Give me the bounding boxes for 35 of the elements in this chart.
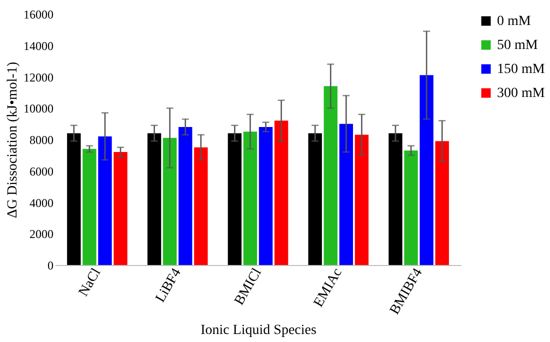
legend-label: 50 mM [497, 38, 538, 53]
bar [67, 133, 81, 265]
bar [147, 133, 162, 265]
bar [274, 120, 288, 265]
bar [243, 132, 258, 265]
bar [194, 147, 208, 265]
bar [114, 152, 128, 265]
bar [339, 124, 354, 265]
bar [178, 126, 192, 265]
bar [228, 133, 242, 265]
y-tick-label: 6000 [30, 164, 54, 178]
y-tick-label: 16000 [24, 8, 54, 22]
y-tick-label: 0 [48, 258, 54, 272]
y-tick-label: 14000 [24, 38, 54, 53]
bar [98, 136, 112, 265]
y-tick-label: 10000 [24, 102, 54, 116]
bar [324, 86, 338, 265]
bar [435, 141, 449, 265]
bar [404, 150, 418, 265]
legend-label: 300 mM [497, 86, 546, 101]
bar [162, 138, 177, 265]
y-tick-label: 12000 [24, 70, 54, 84]
bar [388, 133, 402, 265]
x-axis-title: Ionic Liquid Species [200, 322, 316, 338]
legend-label: 0 mM [497, 14, 532, 29]
bar [82, 148, 96, 265]
bar [258, 126, 273, 265]
y-tick-label: 4000 [30, 196, 54, 210]
bar [420, 75, 434, 265]
y-axis-title: ΔG Dissociation (kJ•mol-1) [6, 62, 20, 218]
bar [308, 133, 322, 265]
legend-label: 150 mM [497, 62, 546, 77]
bar [354, 134, 369, 265]
y-tick-label: 8000 [30, 133, 54, 147]
y-tick-label: 2000 [30, 227, 54, 242]
